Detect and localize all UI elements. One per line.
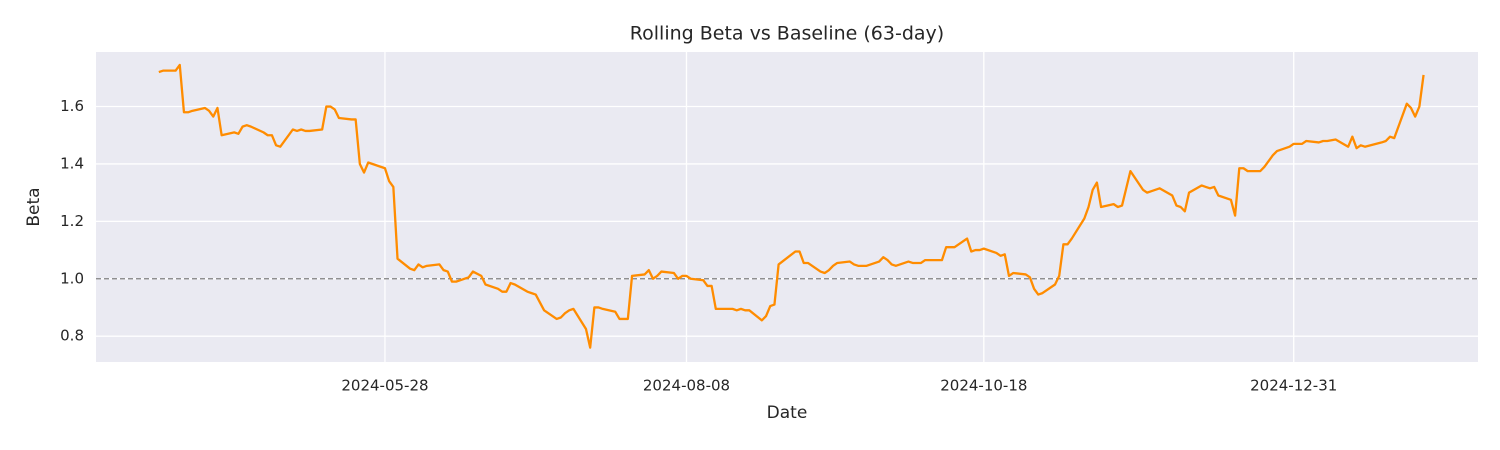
y-tick-label: 1.6 — [60, 97, 84, 115]
x-tick-label: 2024-12-31 — [1250, 377, 1337, 395]
y-tick-label: 1.0 — [60, 269, 84, 287]
y-axis-label: Beta — [24, 187, 44, 226]
y-tick-label: 0.8 — [60, 327, 84, 345]
x-tick-label: 2024-05-28 — [341, 377, 428, 395]
plot-area — [96, 52, 1478, 362]
line — [158, 63, 1425, 349]
y-tick-label: 1.4 — [60, 154, 84, 172]
y-tick-label: 1.2 — [60, 212, 84, 230]
x-tick-label: 2024-10-18 — [940, 377, 1027, 395]
x-tick-label: 2024-08-08 — [643, 377, 730, 395]
x-axis-label: Date — [767, 403, 808, 423]
chart-title: Rolling Beta vs Baseline (63-day) — [630, 23, 944, 45]
